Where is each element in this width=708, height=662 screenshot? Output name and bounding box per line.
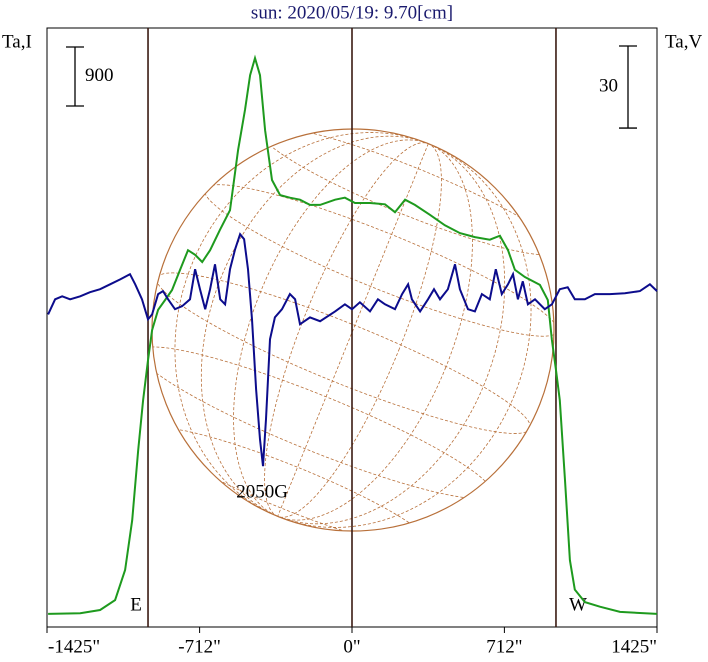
limb-label: E [130, 594, 142, 615]
meridian [277, 143, 429, 517]
scale-label: 30 [599, 75, 618, 96]
limb-label: W [569, 594, 587, 615]
chart-title: sun: 2020/05/19: 9.70[cm] [251, 2, 453, 23]
series-line [48, 54, 658, 615]
x-tick-label: -1425" [48, 636, 100, 657]
annotation: 2050G [236, 481, 288, 502]
meridian [174, 132, 532, 528]
x-tick-label: 1425" [611, 636, 657, 657]
x-tick-label: 0" [343, 636, 360, 657]
y-axis-label: Ta,I [2, 31, 32, 52]
scale-label: 900 [85, 65, 114, 86]
solar-grid [138, 126, 559, 548]
series-line [47, 232, 658, 467]
x-tick-label: -712" [178, 636, 221, 657]
x-tick-label: 712" [486, 636, 522, 657]
y2-axis-label: Ta,V [665, 31, 702, 52]
